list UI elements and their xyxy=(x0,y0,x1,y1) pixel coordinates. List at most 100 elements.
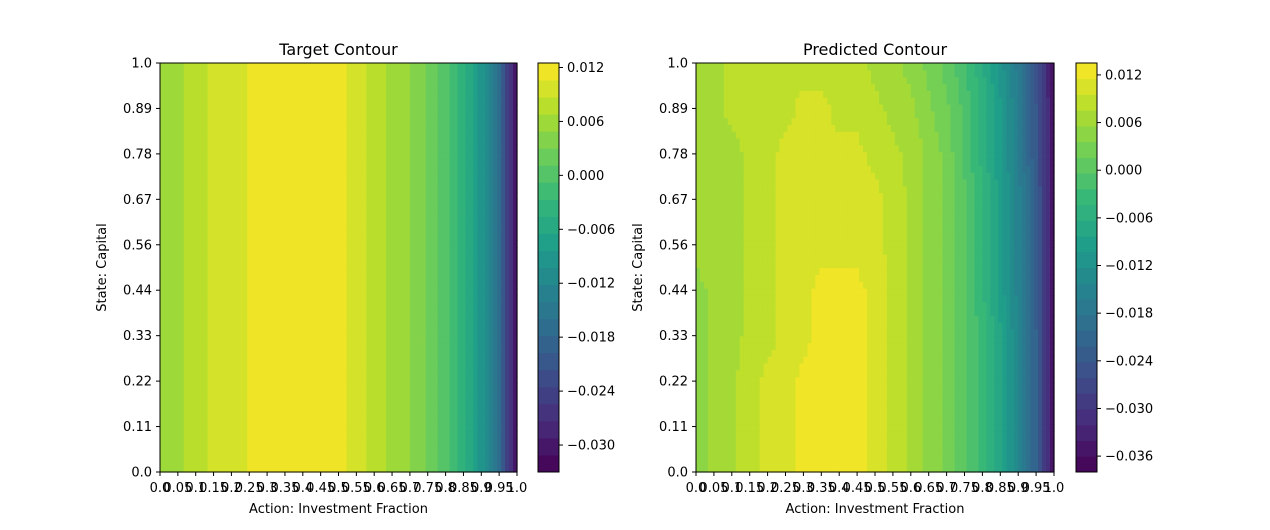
contour-cell xyxy=(437,233,443,241)
contour-cell xyxy=(366,465,371,473)
contour-cell xyxy=(318,158,324,166)
contour-cell xyxy=(282,465,288,473)
contour-cell xyxy=(243,342,248,350)
contour-cell xyxy=(481,137,486,146)
contour-cell xyxy=(160,281,165,289)
contour-cell xyxy=(338,151,344,160)
contour-cell xyxy=(275,226,280,235)
contour-cell xyxy=(227,226,232,235)
contour-cell xyxy=(235,362,240,371)
contour-cell xyxy=(223,335,229,344)
contour-cell xyxy=(409,308,415,316)
contour-cell xyxy=(247,403,252,412)
contour-cell xyxy=(227,444,232,453)
contour-cell xyxy=(211,226,217,235)
contour-cell xyxy=(227,458,232,466)
contour-cell xyxy=(457,158,463,166)
contour-cell xyxy=(441,403,447,412)
contour-cell xyxy=(457,328,463,337)
contour-cell xyxy=(318,253,324,262)
contour-cell xyxy=(271,403,276,412)
contour-cell xyxy=(207,192,213,200)
contour-cell xyxy=(461,233,467,241)
contour-cell xyxy=(370,437,375,446)
contour-cell xyxy=(322,172,328,180)
contour-cell xyxy=(417,390,423,398)
contour-cell xyxy=(449,362,455,371)
contour-cell xyxy=(421,233,427,241)
contour-cell xyxy=(199,274,205,282)
contour-cell xyxy=(167,131,173,139)
contour-cell xyxy=(239,274,244,282)
contour-cell xyxy=(481,219,486,228)
contour-cell xyxy=(370,185,375,194)
contour-cell xyxy=(243,451,248,459)
contour-cell xyxy=(461,103,467,112)
contour-cell xyxy=(449,444,455,453)
contour-cell xyxy=(501,226,506,235)
contour-cell xyxy=(199,131,205,139)
contour-cell xyxy=(453,199,459,207)
contour-cell xyxy=(171,335,177,344)
contour-cell xyxy=(310,362,316,371)
contour-cell xyxy=(338,124,344,132)
contour-cell xyxy=(330,287,336,296)
contour-cell xyxy=(334,172,340,180)
contour-cell xyxy=(247,165,252,173)
contour-cell xyxy=(199,144,205,153)
contour-cell xyxy=(215,287,221,296)
contour-cell xyxy=(501,328,506,337)
contour-cell xyxy=(390,369,395,378)
contour-cell xyxy=(247,294,252,303)
contour-cell xyxy=(247,117,252,125)
contour-cell xyxy=(437,458,443,466)
contour-cell xyxy=(290,178,296,187)
contour-cell xyxy=(489,335,494,344)
contour-cell xyxy=(362,403,367,412)
contour-cell xyxy=(215,110,221,119)
contour-cell xyxy=(493,390,498,398)
contour-cell xyxy=(259,165,264,173)
contour-cell xyxy=(294,403,300,412)
contour-cell xyxy=(429,158,435,166)
contour-cell xyxy=(255,349,260,357)
contour-cell xyxy=(294,437,300,446)
contour-cell xyxy=(461,342,467,350)
contour-cell xyxy=(417,458,423,466)
contour-cell xyxy=(469,437,474,446)
contour-cell xyxy=(378,451,383,459)
contour-cell xyxy=(302,383,308,391)
contour-cell xyxy=(501,124,506,132)
contour-cell xyxy=(477,226,482,235)
contour-cell xyxy=(338,287,344,296)
contour-cell xyxy=(394,165,399,173)
contour-cell xyxy=(505,458,510,466)
contour-cell xyxy=(378,397,383,405)
contour-cell xyxy=(223,369,229,378)
contour-cell xyxy=(437,124,443,132)
contour-cell xyxy=(282,451,288,459)
contour-cell xyxy=(290,151,296,160)
contour-cell xyxy=(263,219,268,228)
contour-cell xyxy=(223,124,229,132)
contour-cell xyxy=(263,260,268,269)
contour-cell xyxy=(239,451,244,459)
contour-cell xyxy=(251,383,256,391)
contour-cell xyxy=(211,328,217,337)
contour-cell xyxy=(354,253,359,262)
contour-cell xyxy=(513,465,518,473)
contour-cell xyxy=(179,110,185,119)
contour-cell xyxy=(405,151,411,160)
contour-cell xyxy=(207,390,213,398)
contour-cell xyxy=(374,226,379,235)
contour-cell xyxy=(231,144,236,153)
contour-cell xyxy=(322,199,328,207)
contour-cell xyxy=(382,233,387,241)
contour-cell xyxy=(251,362,256,371)
contour-cell xyxy=(251,437,256,446)
contour-cell xyxy=(390,410,395,419)
contour-cell xyxy=(441,103,447,112)
contour-cell xyxy=(354,165,359,173)
contour-cell xyxy=(378,315,383,323)
contour-cell xyxy=(378,151,383,160)
